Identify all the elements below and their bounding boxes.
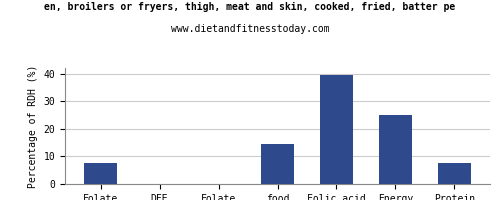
Bar <box>262 144 294 184</box>
Y-axis label: Percentage of RDH (%): Percentage of RDH (%) <box>28 64 38 188</box>
Bar <box>84 163 117 184</box>
Text: en, broilers or fryers, thigh, meat and skin, cooked, fried, batter pe: en, broilers or fryers, thigh, meat and … <box>44 2 456 12</box>
Text: www.dietandfitnesstoday.com: www.dietandfitnesstoday.com <box>170 24 330 34</box>
Bar <box>320 75 352 184</box>
Bar <box>438 163 470 184</box>
Bar <box>380 115 412 184</box>
